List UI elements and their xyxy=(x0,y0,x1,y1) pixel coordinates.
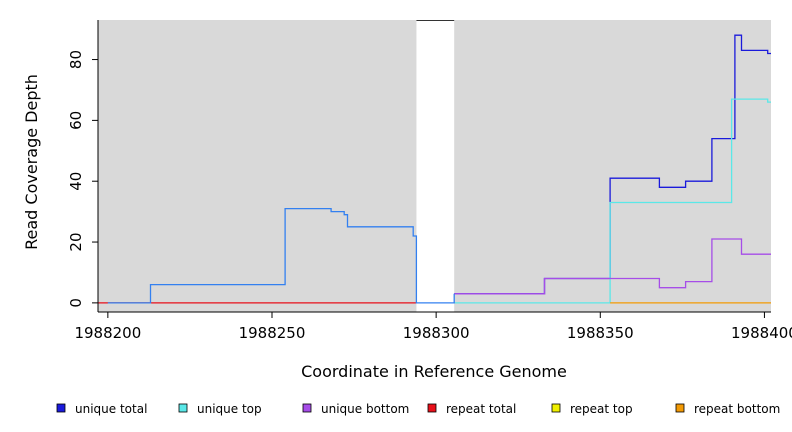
legend-swatch xyxy=(302,403,312,413)
plot-background xyxy=(98,20,771,312)
gap-region xyxy=(416,20,455,312)
y-tick-label: 40 xyxy=(67,172,85,191)
legend-swatch xyxy=(178,403,188,413)
legend-swatch xyxy=(675,403,685,413)
y-axis-title: Read Coverage Depth xyxy=(22,74,41,250)
series-line-2 xyxy=(454,238,771,295)
legend-label: unique top xyxy=(197,402,262,416)
series-layer xyxy=(98,34,771,304)
x-tick-label: 1988250 xyxy=(239,324,306,342)
y-tick-label: 60 xyxy=(67,111,85,130)
legend-label: unique total xyxy=(75,402,147,416)
legend-swatch xyxy=(56,403,66,413)
y-tick-label: 20 xyxy=(67,232,85,251)
series-line-6 xyxy=(107,207,455,304)
legend-swatch xyxy=(551,403,561,413)
legend-swatch xyxy=(427,403,437,413)
legend-label: repeat bottom xyxy=(694,402,780,416)
x-tick-label: 1988350 xyxy=(567,324,634,342)
y-tick-label: 0 xyxy=(67,298,85,308)
legend: unique total unique top unique bottom repea… xyxy=(56,402,780,416)
x-tick-label: 1988400 xyxy=(731,324,792,342)
x-axis-title: Coordinate in Reference Genome xyxy=(301,362,567,381)
legend-label: repeat top xyxy=(570,402,633,416)
series-line-1 xyxy=(454,98,771,304)
axes: 0 20 40 60 80 1988200 1988250 1988300 1988350 198… xyxy=(67,20,792,342)
y-tick-label: 80 xyxy=(67,50,85,69)
x-tick-label: 1988300 xyxy=(403,324,470,342)
legend-label: unique bottom xyxy=(321,402,409,416)
legend-label: repeat total xyxy=(446,402,516,416)
x-tick-label: 1988200 xyxy=(74,324,141,342)
